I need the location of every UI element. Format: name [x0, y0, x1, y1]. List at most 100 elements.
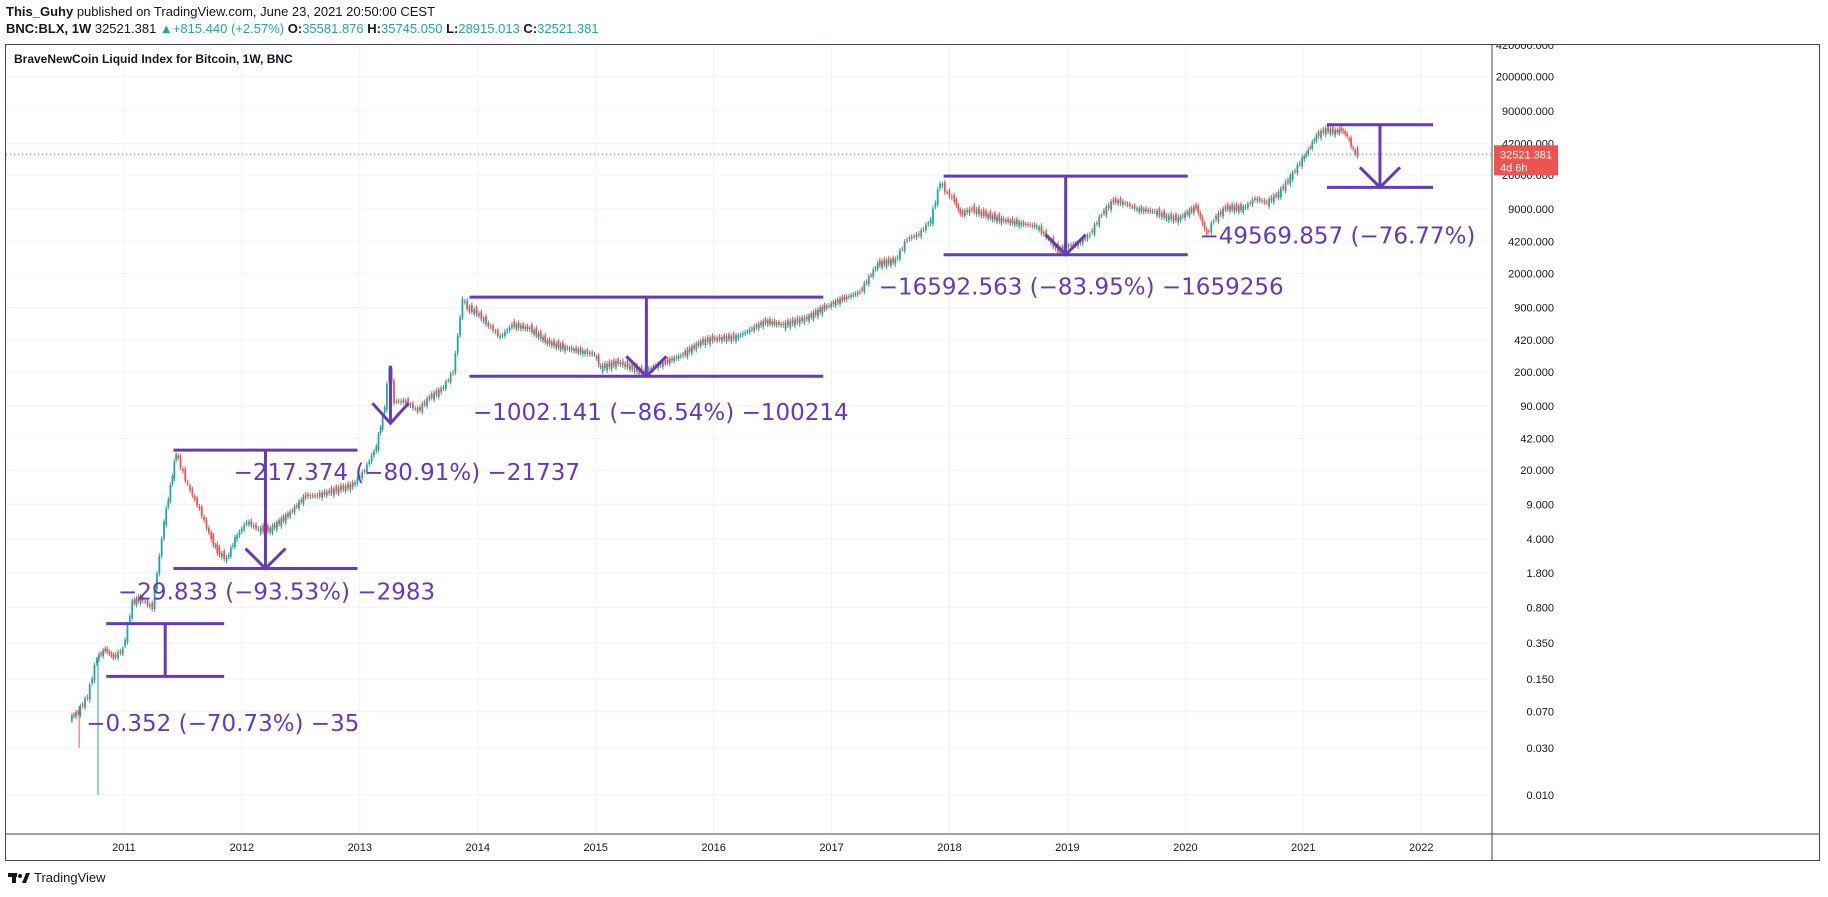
candle-body: [533, 330, 536, 335]
candle-body: [586, 350, 589, 354]
footer: TradingView: [8, 870, 106, 885]
candle-body: [240, 528, 243, 532]
candle-body: [1121, 201, 1124, 206]
measure-arrow-head: [244, 547, 287, 571]
candle-body: [570, 347, 573, 350]
candle-body: [223, 551, 226, 559]
candle-body: [1240, 204, 1242, 211]
measure-arrow-head: [1358, 166, 1402, 190]
candle-body: [175, 454, 178, 460]
candle-body: [550, 342, 553, 346]
candle-body: [231, 545, 234, 547]
candle-body: [349, 484, 352, 491]
candle-body: [133, 599, 136, 604]
candle-body: [980, 211, 983, 216]
candle-body: [631, 363, 634, 370]
candle-body: [416, 408, 419, 412]
candle-body: [158, 555, 161, 574]
footer-brand[interactable]: TradingView: [34, 870, 106, 885]
candle-body: [1081, 239, 1084, 244]
candle-body: [1067, 245, 1070, 247]
candle-body: [746, 331, 749, 333]
candle-body: [404, 400, 407, 404]
candle-body: [577, 349, 580, 353]
candle-body: [386, 383, 388, 410]
candle-body: [1226, 204, 1229, 210]
tradingview-logo-icon[interactable]: [8, 871, 30, 885]
candle-body: [148, 604, 151, 607]
candle-body: [1070, 244, 1072, 246]
candle-body: [597, 355, 600, 366]
symbol-label[interactable]: BNC:BLX, 1W: [6, 21, 92, 36]
candle-body: [723, 335, 726, 340]
candle-body: [1105, 206, 1108, 216]
candle-body: [146, 600, 149, 605]
candle-body: [803, 317, 806, 323]
close-label: C:: [523, 21, 538, 36]
candle-body: [196, 498, 198, 506]
candle-body: [1091, 230, 1094, 233]
candle-body: [1000, 217, 1003, 224]
candle-body: [293, 506, 296, 513]
candle-body: [454, 353, 457, 373]
candle-body: [1352, 147, 1354, 149]
candle-body: [419, 407, 421, 411]
candle-body: [973, 205, 976, 213]
candle-body: [473, 309, 476, 314]
candle-body: [1354, 150, 1357, 154]
candle-body: [955, 199, 958, 206]
candle-body: [1268, 198, 1270, 207]
candle-body: [673, 357, 676, 361]
candle-body: [794, 319, 796, 326]
candle-body: [1340, 127, 1343, 131]
y-tick-label: 0.030: [1526, 743, 1554, 755]
candle-body: [741, 333, 744, 335]
candle-body: [214, 545, 217, 547]
candle-body: [1315, 135, 1318, 141]
candle-body: [1179, 216, 1182, 221]
candle-body: [383, 407, 386, 414]
candle-body: [70, 715, 73, 721]
candle-body: [1254, 198, 1256, 200]
candle-body: [163, 521, 165, 539]
candle-body: [88, 684, 91, 701]
candle-body: [278, 520, 280, 525]
candle-body: [1035, 225, 1038, 228]
candle-body: [1117, 200, 1120, 204]
candle-body: [1100, 215, 1103, 217]
candle-body: [289, 511, 292, 517]
candle-body: [1342, 130, 1345, 132]
candle-body: [503, 331, 506, 336]
candle-body: [1289, 175, 1292, 185]
candle-body: [624, 363, 627, 367]
candle-body: [690, 346, 693, 354]
candle-body: [528, 328, 531, 330]
candle-body: [515, 324, 518, 329]
candle-body: [760, 322, 762, 326]
candle-body: [1158, 208, 1161, 216]
candle-body: [1309, 147, 1312, 149]
candle-body: [342, 485, 345, 490]
candle-body: [686, 349, 689, 357]
candle-body: [608, 361, 611, 367]
candle-body: [568, 348, 571, 350]
candle-body: [677, 355, 680, 359]
candle-body: [755, 325, 758, 328]
candle-body: [480, 311, 483, 320]
candle-body: [599, 366, 602, 368]
candle-body: [1322, 129, 1325, 133]
candle-body: [1279, 188, 1282, 198]
price-chart[interactable]: 420000.000200000.00090000.00042000.00020…: [6, 45, 1819, 860]
candle-body: [482, 318, 485, 322]
candle-body: [782, 323, 785, 326]
candle-body: [739, 335, 742, 337]
candle-body: [269, 527, 272, 533]
candle-body: [925, 224, 927, 231]
candle-body: [566, 347, 569, 349]
candle-body: [1344, 131, 1347, 134]
chart-frame[interactable]: 420000.000 200000.000 90000.000 42000.000 20…: [5, 44, 1820, 861]
candle-body: [227, 555, 230, 557]
author-name[interactable]: This_Guhy: [6, 4, 74, 19]
candle-body: [144, 601, 147, 603]
candle-body: [899, 250, 901, 259]
